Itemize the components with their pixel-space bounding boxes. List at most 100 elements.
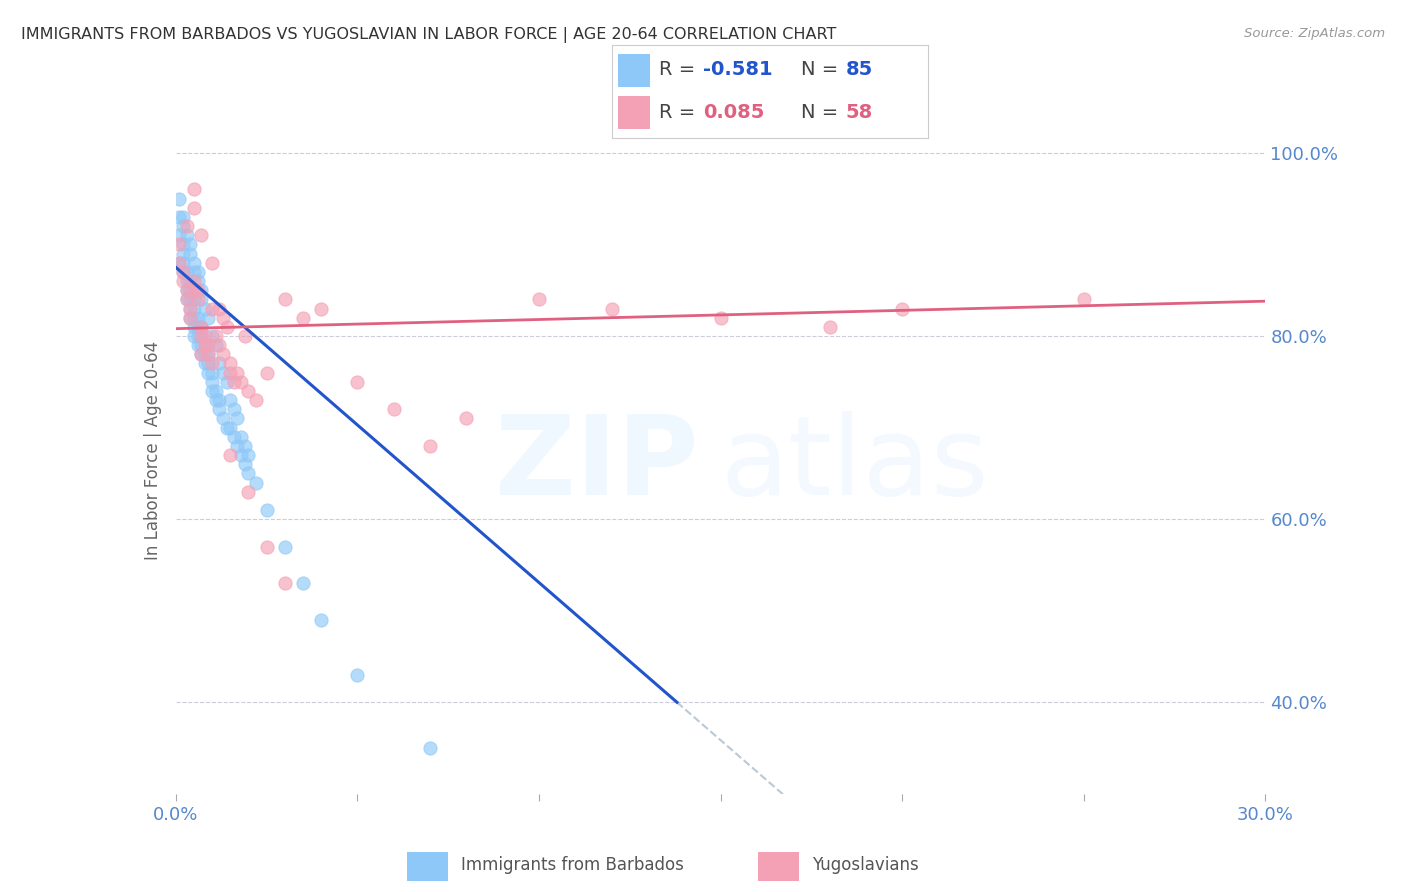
Point xyxy=(219,393,242,408)
Point xyxy=(194,338,217,352)
Point xyxy=(219,356,242,370)
Point xyxy=(179,237,201,252)
Point xyxy=(208,301,231,316)
Point xyxy=(291,576,314,591)
Point xyxy=(194,329,217,343)
Point xyxy=(190,338,212,352)
FancyBboxPatch shape xyxy=(619,96,650,129)
Point xyxy=(208,393,231,408)
Point xyxy=(190,293,212,307)
Point xyxy=(176,219,198,233)
Point xyxy=(179,293,201,307)
Point xyxy=(197,356,219,370)
Point xyxy=(186,310,209,325)
Point xyxy=(197,338,219,352)
Point xyxy=(245,393,267,408)
Point xyxy=(176,228,198,243)
Point xyxy=(183,283,205,297)
Point xyxy=(204,338,226,352)
Point xyxy=(201,384,224,398)
FancyBboxPatch shape xyxy=(408,852,447,881)
Point xyxy=(215,375,238,389)
Point xyxy=(179,246,201,260)
Point xyxy=(204,384,226,398)
Point xyxy=(201,256,224,270)
Point xyxy=(172,210,194,224)
Point xyxy=(212,366,235,380)
Point xyxy=(245,475,267,490)
Point xyxy=(194,356,217,370)
Text: R =: R = xyxy=(659,103,702,121)
Point xyxy=(190,347,212,361)
Point xyxy=(179,301,201,316)
Text: N =: N = xyxy=(801,103,845,121)
Point xyxy=(183,182,205,196)
Text: Yugoslavians: Yugoslavians xyxy=(813,856,920,874)
Text: 85: 85 xyxy=(846,61,873,79)
Point xyxy=(419,439,441,453)
Point xyxy=(204,329,226,343)
Point xyxy=(183,274,205,288)
Point xyxy=(238,484,260,499)
Point xyxy=(169,256,191,270)
Point xyxy=(169,192,191,206)
Text: 58: 58 xyxy=(846,103,873,121)
Point xyxy=(710,310,733,325)
Point xyxy=(222,402,245,417)
Point xyxy=(201,375,224,389)
FancyBboxPatch shape xyxy=(619,54,650,87)
Point xyxy=(274,293,297,307)
Point xyxy=(233,439,256,453)
Point xyxy=(215,319,238,334)
Point xyxy=(212,411,235,425)
Point xyxy=(194,347,217,361)
Point xyxy=(309,301,332,316)
Point xyxy=(169,256,191,270)
Text: Source: ZipAtlas.com: Source: ZipAtlas.com xyxy=(1244,27,1385,40)
Point xyxy=(564,860,586,874)
FancyBboxPatch shape xyxy=(758,852,799,881)
Point xyxy=(231,430,253,444)
Point xyxy=(176,283,198,297)
Point xyxy=(172,274,194,288)
Point xyxy=(564,860,586,874)
Point xyxy=(256,540,278,554)
Point xyxy=(176,283,198,297)
Point xyxy=(186,329,209,343)
Point xyxy=(208,402,231,417)
Point xyxy=(382,402,405,417)
Point xyxy=(190,347,212,361)
Point xyxy=(197,347,219,361)
Point xyxy=(197,310,219,325)
Point xyxy=(1073,293,1095,307)
Point xyxy=(238,467,260,481)
Point xyxy=(527,293,550,307)
Text: R =: R = xyxy=(659,61,702,79)
Point xyxy=(186,293,209,307)
Text: ZIP: ZIP xyxy=(495,410,699,517)
Point xyxy=(212,310,235,325)
Point xyxy=(226,411,249,425)
Point xyxy=(219,420,242,434)
Point xyxy=(176,274,198,288)
Point xyxy=(201,356,224,370)
Point xyxy=(238,384,260,398)
Point xyxy=(204,393,226,408)
Point xyxy=(274,540,297,554)
Point xyxy=(891,301,914,316)
Point xyxy=(201,301,224,316)
Point xyxy=(219,448,242,462)
Point xyxy=(219,366,242,380)
Point xyxy=(176,293,198,307)
Point xyxy=(186,283,209,297)
Point xyxy=(419,741,441,756)
Point xyxy=(179,283,201,297)
Point xyxy=(179,310,201,325)
Point xyxy=(186,274,209,288)
Point xyxy=(346,375,368,389)
Point xyxy=(208,338,231,352)
Point xyxy=(172,246,194,260)
Point xyxy=(208,356,231,370)
Point xyxy=(179,310,201,325)
Point xyxy=(179,274,201,288)
